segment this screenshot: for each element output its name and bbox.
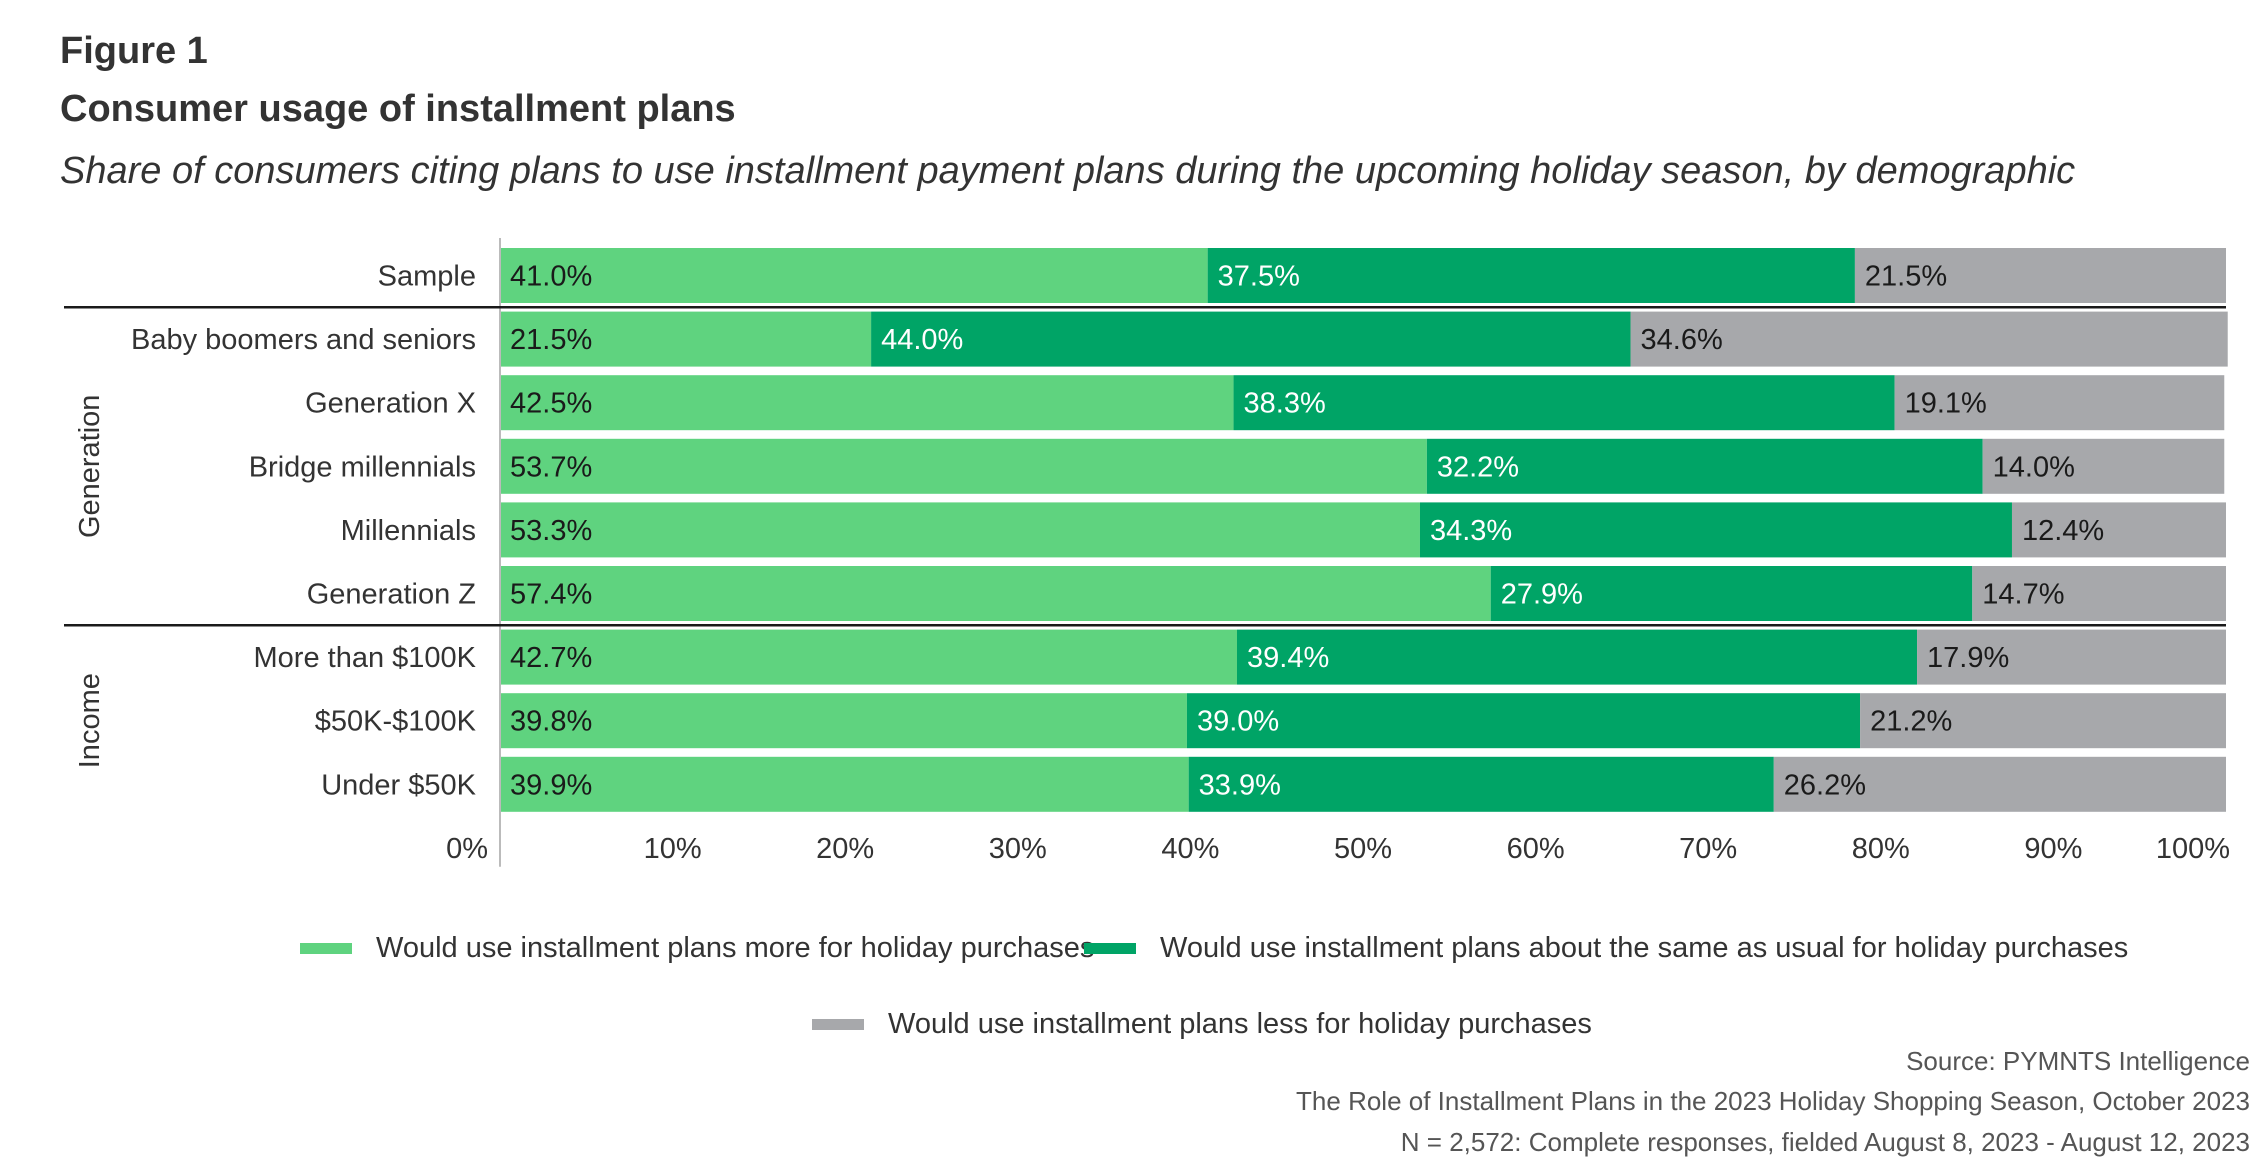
data-label-baby-boomers-and-seniors-same: 44.0% — [881, 324, 963, 356]
footer-sample: N = 2,572: Complete responses, fielded A… — [1400, 1127, 2250, 1157]
legend-label-more: Would use installment plans more for hol… — [376, 932, 1095, 964]
x-tick-label-80: 80% — [1852, 833, 1910, 865]
bar-more-than-100k-less — [1917, 629, 2226, 685]
data-label-under-50k-same: 33.9% — [1199, 769, 1281, 801]
legend-swatch-same — [1084, 943, 1136, 954]
bar-generation-x-same — [1233, 375, 1895, 431]
bar-baby-boomers-and-seniors-less — [1630, 311, 2228, 367]
bar-sample-less — [1854, 248, 2226, 303]
legend-item-less: Would use installment plans less for hol… — [812, 1008, 1592, 1041]
bar-generation-x-less — [1894, 375, 2225, 431]
footer-source: Source: PYMNTS Intelligence — [1906, 1046, 2250, 1076]
category-label-generation-x: Generation X — [305, 388, 476, 420]
bar-bridge-millennials-less — [1982, 438, 2225, 494]
x-tick-label-100: 100% — [2156, 833, 2230, 865]
data-label-millennials-same: 34.3% — [1430, 515, 1512, 547]
group-label-income: Income — [74, 673, 106, 768]
bar-generation-z-less — [1972, 566, 2226, 621]
x-tick-label-70: 70% — [1679, 833, 1737, 865]
category-label-under-50k: Under $50K — [321, 769, 476, 801]
bar-50k-100k-more — [500, 693, 1187, 749]
data-label-generation-x-same: 38.3% — [1244, 388, 1326, 420]
legend-swatch-less — [812, 1019, 864, 1030]
stacked-bar-chart: 41.0% 37.5% 21.5% Sample 21.5% 44.0% 34.6% Baby… — [64, 238, 2230, 867]
category-label-more-than-100k: More than $100K — [254, 642, 477, 674]
data-label-millennials-less: 12.4% — [2022, 515, 2104, 547]
data-label-50k-100k-same: 39.0% — [1197, 706, 1279, 738]
legend-swatch-more — [300, 943, 352, 954]
x-tick-label-10: 10% — [644, 833, 702, 865]
legend-label-same: Would use installment plans about the sa… — [1160, 932, 2129, 964]
x-tick-label-60: 60% — [1507, 833, 1565, 865]
legend-item-more: Would use installment plans more for hol… — [300, 932, 1094, 965]
legend-label-less: Would use installment plans less for hol… — [888, 1008, 1592, 1040]
category-label-sample: Sample — [378, 261, 476, 293]
category-label-millennials: Millennials — [341, 515, 476, 547]
bar-under-50k-less — [1773, 756, 2226, 812]
legend-item-same: Would use installment plans about the sa… — [1084, 932, 2128, 965]
group-label-generation: Generation — [74, 395, 106, 539]
chart-subtitle: Share of consumers citing plans to use i… — [60, 150, 2076, 192]
x-tick-label-90: 90% — [2024, 833, 2082, 865]
category-label-generation-z: Generation Z — [307, 579, 476, 611]
data-label-generation-z-less: 14.7% — [1982, 579, 2064, 611]
data-label-50k-100k-less: 21.2% — [1870, 706, 1952, 738]
x-tick-label-20: 20% — [816, 833, 874, 865]
chart-legend: Would use installment plans more for hol… — [0, 920, 2262, 1050]
bar-baby-boomers-and-seniors-more — [500, 311, 872, 367]
bar-more-than-100k-same — [1237, 629, 1918, 685]
bar-50k-100k-less — [1860, 693, 2226, 749]
bar-generation-z-same — [1490, 566, 1973, 621]
data-label-bridge-millennials-less: 14.0% — [1993, 451, 2075, 483]
category-label-bridge-millennials: Bridge millennials — [249, 451, 476, 483]
bar-millennials-same — [1419, 502, 2012, 558]
bar-generation-z-more — [500, 566, 1491, 621]
data-label-bridge-millennials-more: 53.7% — [510, 451, 592, 483]
data-label-more-than-100k-more: 42.7% — [510, 642, 592, 674]
figure-label: Figure 1 — [60, 30, 208, 72]
bar-millennials-less — [2011, 502, 2226, 558]
x-tick-label-0: 0% — [446, 833, 488, 865]
category-label-50k-100k: $50K-$100K — [315, 706, 477, 738]
bar-50k-100k-same — [1186, 693, 1861, 749]
bar-more-than-100k-more — [500, 629, 1238, 685]
bar-bridge-millennials-more — [500, 438, 1427, 494]
x-tick-label-50: 50% — [1334, 833, 1392, 865]
bar-baby-boomers-and-seniors-same — [871, 311, 1631, 367]
category-label-baby-boomers-and-seniors: Baby boomers and seniors — [131, 324, 476, 356]
data-label-50k-100k-more: 39.8% — [510, 706, 592, 738]
data-label-baby-boomers-and-seniors-less: 34.6% — [1641, 324, 1723, 356]
bar-generation-x-more — [500, 375, 1234, 431]
bar-bridge-millennials-same — [1426, 438, 1983, 494]
data-label-sample-less: 21.5% — [1865, 261, 1947, 293]
chart-title: Consumer usage of installment plans — [60, 88, 736, 130]
data-label-generation-x-less: 19.1% — [1905, 388, 1987, 420]
footer-report: The Role of Installment Plans in the 202… — [1296, 1086, 2250, 1116]
data-label-more-than-100k-less: 17.9% — [1927, 642, 2009, 674]
bar-sample-more — [500, 248, 1208, 303]
data-label-millennials-more: 53.3% — [510, 515, 592, 547]
data-label-generation-z-same: 27.9% — [1501, 579, 1583, 611]
data-label-sample-more: 41.0% — [510, 261, 592, 293]
data-label-under-50k-more: 39.9% — [510, 769, 592, 801]
data-label-bridge-millennials-same: 32.2% — [1437, 451, 1519, 483]
data-label-generation-z-more: 57.4% — [510, 579, 592, 611]
bar-sample-same — [1207, 248, 1855, 303]
bar-under-50k-more — [500, 756, 1189, 812]
data-label-under-50k-less: 26.2% — [1784, 769, 1866, 801]
data-label-generation-x-more: 42.5% — [510, 388, 592, 420]
bar-millennials-more — [500, 502, 1420, 558]
data-label-more-than-100k-same: 39.4% — [1247, 642, 1329, 674]
x-tick-label-40: 40% — [1161, 833, 1219, 865]
data-label-sample-same: 37.5% — [1218, 261, 1300, 293]
bar-under-50k-same — [1188, 756, 1774, 812]
data-label-baby-boomers-and-seniors-more: 21.5% — [510, 324, 592, 356]
x-tick-label-30: 30% — [989, 833, 1047, 865]
